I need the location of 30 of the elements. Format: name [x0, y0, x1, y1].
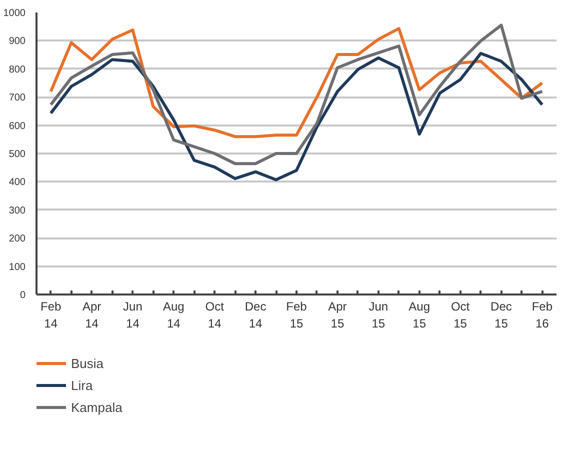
line-series [49, 27, 544, 138]
line-series [49, 52, 544, 182]
x-tick-label: Apr 14 [82, 300, 102, 330]
x-tick-label: Oct 15 [450, 300, 470, 330]
y-tick-label: 500 [8, 149, 26, 160]
y-tick-label: 700 [8, 92, 26, 104]
x-tick-label: Feb 15 [286, 300, 308, 330]
x-tick-label: Aug 15 [408, 300, 430, 330]
y-tick-label: 0 [20, 290, 26, 301]
y-tick-label: 600 [8, 120, 26, 132]
x-tick-label: Feb 14 [40, 300, 62, 330]
x-tick-label: Feb 16 [532, 300, 553, 330]
x-tick-label: Aug 14 [162, 300, 184, 330]
y-tick-label: 400 [8, 177, 26, 188]
x-tick-label: Jun 14 [123, 300, 142, 330]
y-tick-label: 900 [8, 36, 26, 48]
y-tick-label: 300 [8, 205, 26, 216]
legend-label: Kampala [71, 400, 122, 414]
x-tick-label: Oct 14 [205, 300, 225, 330]
legend-label: Lira [71, 378, 93, 392]
y-tick-label: 1000 [3, 8, 26, 19]
x-tick-label: Jun 15 [368, 300, 388, 330]
legend-label: Busia [71, 356, 104, 370]
y-tick-label: 100 [8, 262, 26, 273]
y-tick-label: 200 [8, 234, 26, 245]
x-tick-label: Apr 15 [328, 300, 347, 330]
line-series [49, 24, 544, 166]
x-tick-label: Dec 14 [244, 300, 266, 330]
y-tick-label: 800 [8, 64, 26, 76]
x-tick-label: Dec 15 [490, 300, 512, 330]
